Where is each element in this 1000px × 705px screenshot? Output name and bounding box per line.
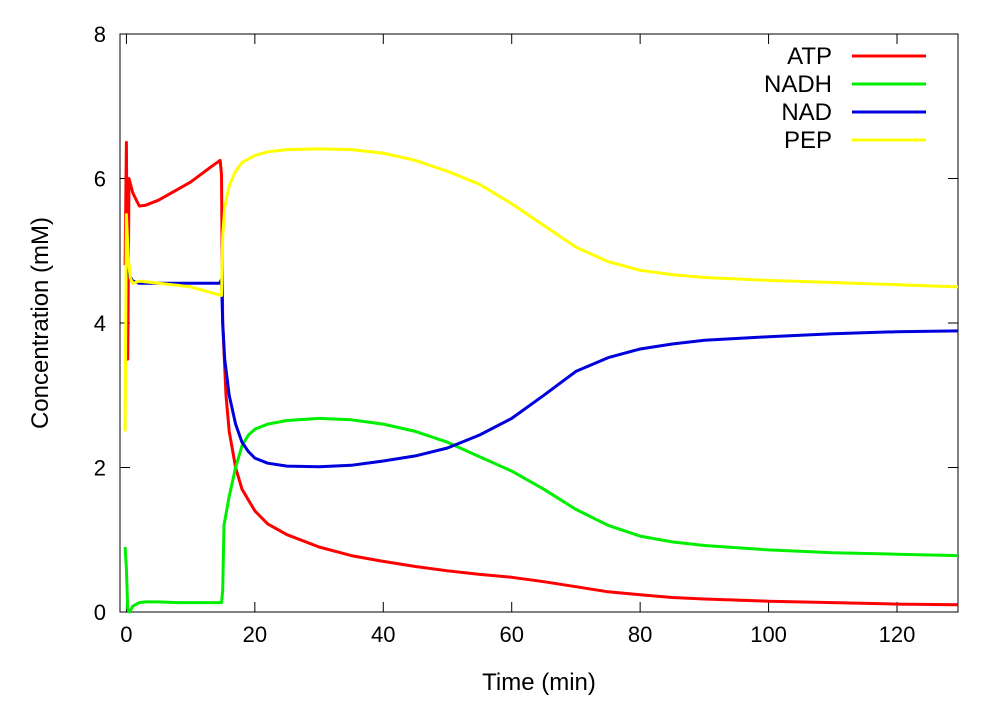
series-line-nad xyxy=(125,268,959,469)
x-tick-label: 60 xyxy=(499,622,523,647)
x-tick-label: 0 xyxy=(120,622,132,647)
x-tick-label: 80 xyxy=(628,622,652,647)
series-lines xyxy=(123,140,959,614)
y-axis-label: Concentration (mM) xyxy=(27,217,54,429)
y-tick-label: 4 xyxy=(94,311,106,336)
y-tick-label: 2 xyxy=(94,456,106,481)
axis-ticks: 0 20 40 60 80 100 120 0 2 4 6 8 xyxy=(94,22,958,647)
y-tick-label: 8 xyxy=(94,22,106,47)
x-tick-label: 100 xyxy=(750,622,787,647)
legend-label-nad: NAD xyxy=(781,99,832,126)
plot-frame xyxy=(119,33,959,613)
x-tick-label: 40 xyxy=(371,622,395,647)
legend-label-atp: ATP xyxy=(787,43,832,70)
legend-label-pep: PEP xyxy=(784,127,832,154)
x-tick-label: 20 xyxy=(243,622,267,647)
y-tick-label: 0 xyxy=(94,600,106,625)
series-line-atp xyxy=(123,140,959,607)
series-line-pep xyxy=(123,147,959,432)
x-tick-label: 120 xyxy=(879,622,916,647)
legend-label-nadh: NADH xyxy=(764,71,832,98)
series-line-nadh xyxy=(123,416,959,614)
x-axis-label: Time (min) xyxy=(482,669,596,696)
y-tick-label: 6 xyxy=(94,167,106,192)
